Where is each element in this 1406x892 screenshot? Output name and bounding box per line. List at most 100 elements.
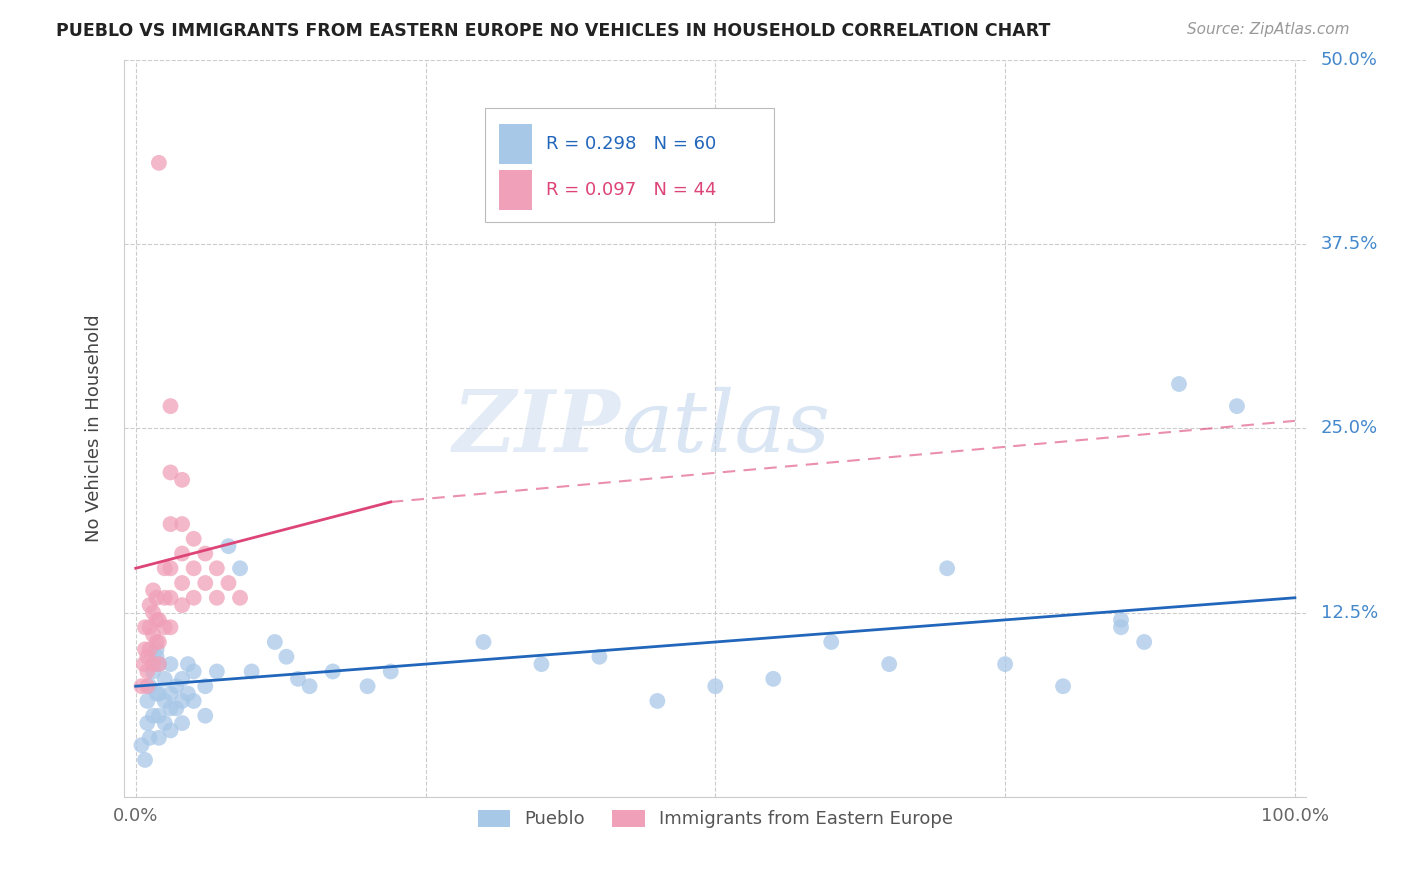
Text: 50.0%: 50.0% xyxy=(1320,51,1378,69)
Point xyxy=(217,576,239,591)
Point xyxy=(588,649,610,664)
Bar xyxy=(499,124,531,164)
Point xyxy=(142,627,165,641)
Point xyxy=(131,679,153,693)
Point xyxy=(145,591,167,605)
Point xyxy=(177,657,200,672)
Point xyxy=(136,679,159,693)
Point xyxy=(159,620,181,634)
Point xyxy=(994,657,1017,672)
Point xyxy=(276,649,298,664)
Point xyxy=(172,672,194,686)
Point xyxy=(1109,613,1132,627)
Point xyxy=(159,687,181,701)
Point xyxy=(138,620,160,634)
Point xyxy=(177,687,200,701)
Point xyxy=(159,701,181,715)
Point xyxy=(148,635,170,649)
Point xyxy=(153,561,176,575)
Point xyxy=(1133,635,1156,649)
Point xyxy=(136,649,159,664)
Point xyxy=(240,665,263,679)
Point xyxy=(148,156,170,170)
Point xyxy=(530,657,553,672)
Point xyxy=(183,694,205,708)
Point xyxy=(159,466,181,480)
Bar xyxy=(499,169,531,211)
Text: R = 0.298   N = 60: R = 0.298 N = 60 xyxy=(547,136,717,153)
Point xyxy=(172,576,194,591)
Text: Source: ZipAtlas.com: Source: ZipAtlas.com xyxy=(1187,22,1350,37)
Point xyxy=(145,649,167,664)
Point xyxy=(148,613,170,627)
Point xyxy=(820,635,842,649)
Point xyxy=(136,694,159,708)
Point xyxy=(356,679,378,693)
Point xyxy=(148,708,170,723)
Point xyxy=(1226,399,1249,413)
Point xyxy=(159,591,181,605)
Point xyxy=(142,657,165,672)
Point xyxy=(380,665,402,679)
Point xyxy=(1052,679,1074,693)
Point xyxy=(1168,376,1191,391)
Text: ZIP: ZIP xyxy=(453,386,620,470)
Point xyxy=(165,679,187,693)
Point xyxy=(142,583,165,598)
Point xyxy=(153,694,176,708)
Point xyxy=(138,642,160,657)
Point xyxy=(159,723,181,738)
Text: 12.5%: 12.5% xyxy=(1320,604,1378,622)
Point xyxy=(148,731,170,745)
Point xyxy=(172,547,194,561)
Point xyxy=(172,517,194,532)
Point xyxy=(205,591,228,605)
Point xyxy=(762,672,785,686)
Y-axis label: No Vehicles in Household: No Vehicles in Household xyxy=(86,314,103,542)
Point xyxy=(229,591,252,605)
Point xyxy=(148,657,170,672)
Point xyxy=(217,539,239,553)
Point xyxy=(205,561,228,575)
Point xyxy=(194,547,217,561)
Point xyxy=(1109,620,1132,634)
Point xyxy=(298,679,321,693)
Point xyxy=(148,687,170,701)
Point xyxy=(159,561,181,575)
Point xyxy=(647,694,669,708)
Point xyxy=(132,657,155,672)
Point xyxy=(145,687,167,701)
Point xyxy=(172,716,194,731)
Point xyxy=(153,620,176,634)
Point xyxy=(153,716,176,731)
Point xyxy=(159,657,181,672)
Point xyxy=(172,598,194,612)
Point xyxy=(287,672,309,686)
Point xyxy=(153,591,176,605)
Point xyxy=(194,576,217,591)
Point xyxy=(145,642,167,657)
Point xyxy=(472,635,495,649)
Point xyxy=(142,708,165,723)
Point xyxy=(263,635,285,649)
Point xyxy=(183,561,205,575)
Text: 25.0%: 25.0% xyxy=(1320,419,1378,437)
Text: PUEBLO VS IMMIGRANTS FROM EASTERN EUROPE NO VEHICLES IN HOUSEHOLD CORRELATION CH: PUEBLO VS IMMIGRANTS FROM EASTERN EUROPE… xyxy=(56,22,1050,40)
Point xyxy=(229,561,252,575)
Point xyxy=(138,731,160,745)
Point xyxy=(877,657,900,672)
Point xyxy=(136,665,159,679)
Point xyxy=(165,701,187,715)
Point xyxy=(183,532,205,546)
Text: 37.5%: 37.5% xyxy=(1320,235,1378,253)
FancyBboxPatch shape xyxy=(485,108,775,222)
Point xyxy=(194,679,217,693)
Point xyxy=(134,620,156,634)
Point xyxy=(131,738,153,752)
Point xyxy=(148,657,170,672)
Point xyxy=(134,753,156,767)
Point xyxy=(205,665,228,679)
Point xyxy=(159,517,181,532)
Point xyxy=(138,598,160,612)
Point xyxy=(142,665,165,679)
